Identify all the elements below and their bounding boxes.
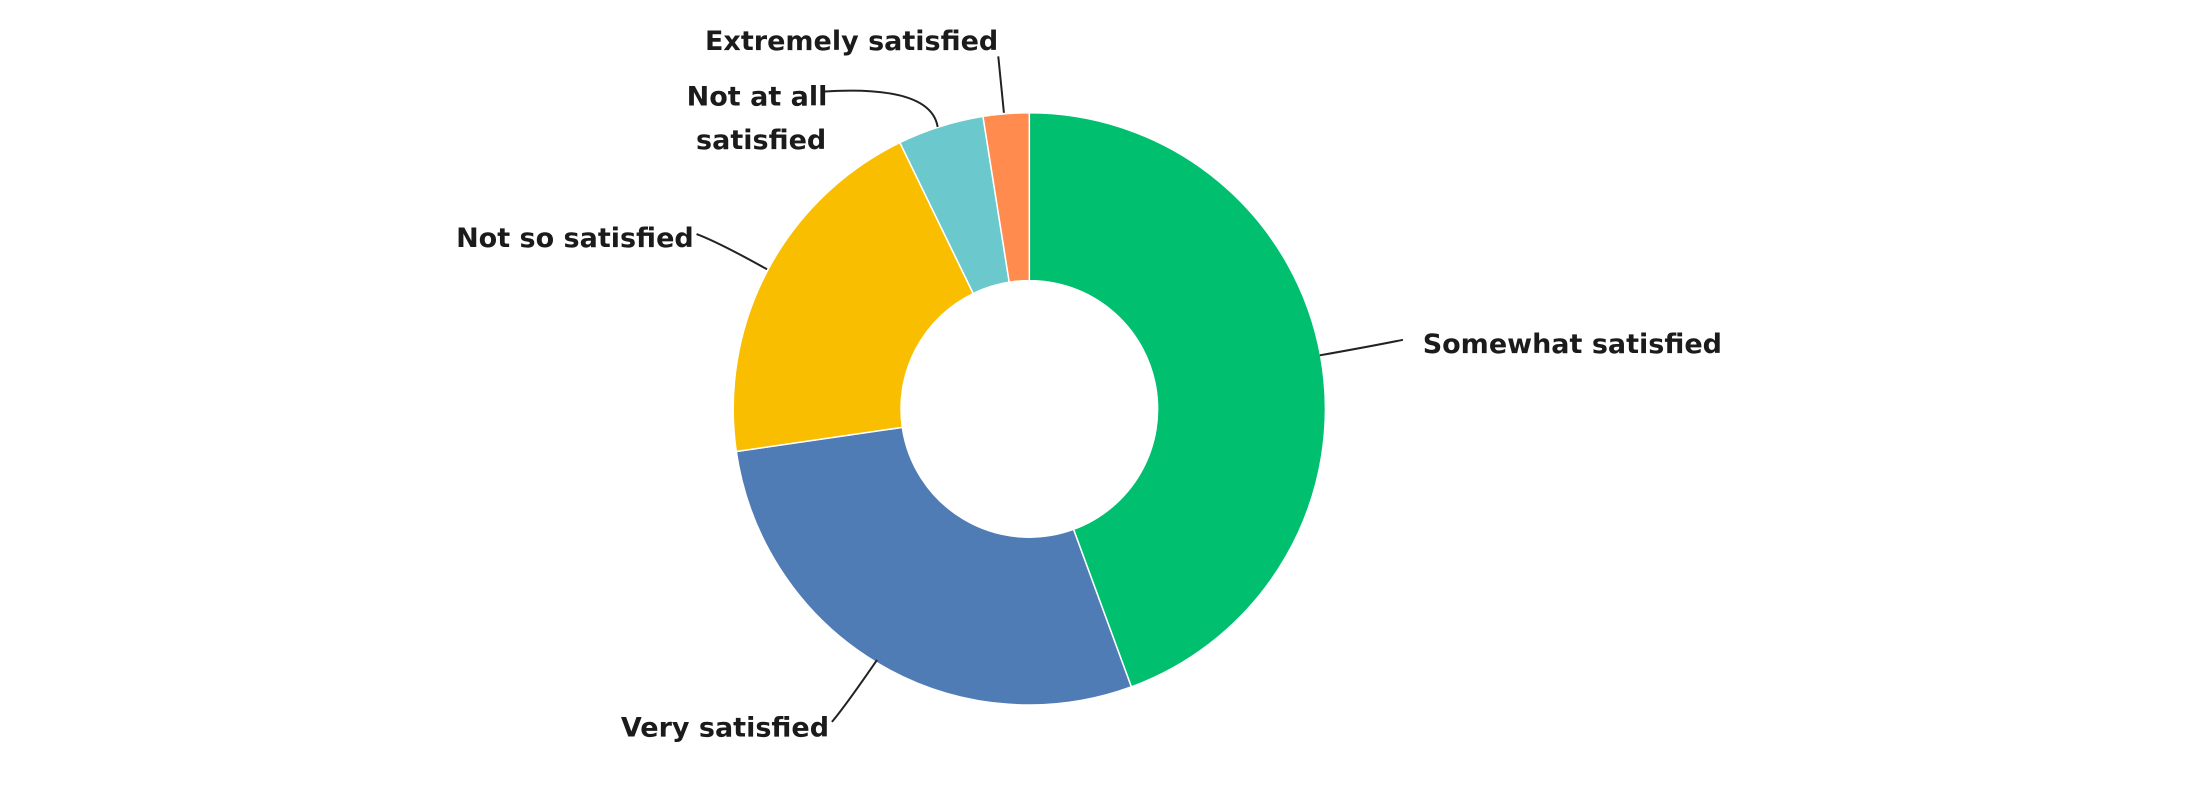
segment-label: Not so satisfied — [456, 223, 694, 254]
segment-label: Somewhat satisfied — [1423, 329, 1722, 360]
leader-line — [831, 659, 878, 723]
leader-line — [821, 89, 939, 128]
segment-label: Extremely satisfied — [705, 26, 998, 57]
leader-line — [997, 56, 1005, 113]
leader-line — [696, 233, 768, 271]
donut-segment — [1028, 112, 1327, 688]
leader-line — [1319, 338, 1404, 357]
donut-segment — [732, 141, 975, 453]
segment-label: Not at all satisfied — [687, 81, 828, 156]
segment-label: Very satisfied — [621, 712, 829, 743]
donut-segment — [735, 426, 1133, 706]
donut-segment — [982, 112, 1031, 284]
